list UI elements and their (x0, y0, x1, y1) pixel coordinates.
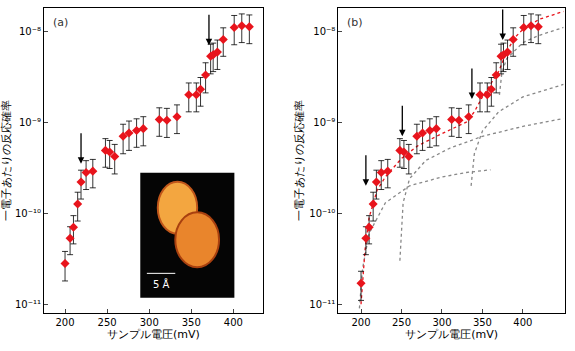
svg-text:400: 400 (224, 317, 243, 328)
svg-text:(a): (a) (53, 16, 68, 29)
svg-text:250: 250 (98, 317, 117, 328)
svg-text:10⁻⁸: 10⁻⁸ (19, 26, 41, 37)
svg-text:サンプル電圧(mV): サンプル電圧(mV) (405, 328, 498, 341)
svg-text:10⁻¹¹: 10⁻¹¹ (15, 299, 41, 310)
svg-text:200: 200 (55, 317, 74, 328)
svg-text:200: 200 (351, 317, 370, 328)
svg-text:5 Å: 5 Å (153, 278, 170, 290)
svg-text:10⁻¹⁰: 10⁻¹⁰ (309, 208, 335, 219)
svg-text:(b): (b) (347, 16, 363, 29)
svg-text:300: 300 (432, 317, 451, 328)
svg-text:10⁻⁹: 10⁻⁹ (313, 117, 335, 128)
svg-text:350: 350 (182, 317, 201, 328)
svg-text:一電子あたりの反応確率: 一電子あたりの反応確率 (0, 100, 13, 221)
svg-text:400: 400 (513, 317, 532, 328)
svg-text:350: 350 (473, 317, 492, 328)
svg-text:サンプル電圧(mV): サンプル電圧(mV) (107, 328, 200, 341)
svg-text:10⁻¹¹: 10⁻¹¹ (309, 299, 335, 310)
svg-text:300: 300 (140, 317, 159, 328)
svg-text:10⁻⁸: 10⁻⁸ (313, 26, 335, 37)
svg-text:10⁻¹⁰: 10⁻¹⁰ (15, 208, 41, 219)
svg-text:10⁻⁹: 10⁻⁹ (19, 117, 41, 128)
svg-text:一電子あたりの反応確率: 一電子あたりの反応確率 (293, 100, 306, 221)
svg-text:250: 250 (392, 317, 411, 328)
